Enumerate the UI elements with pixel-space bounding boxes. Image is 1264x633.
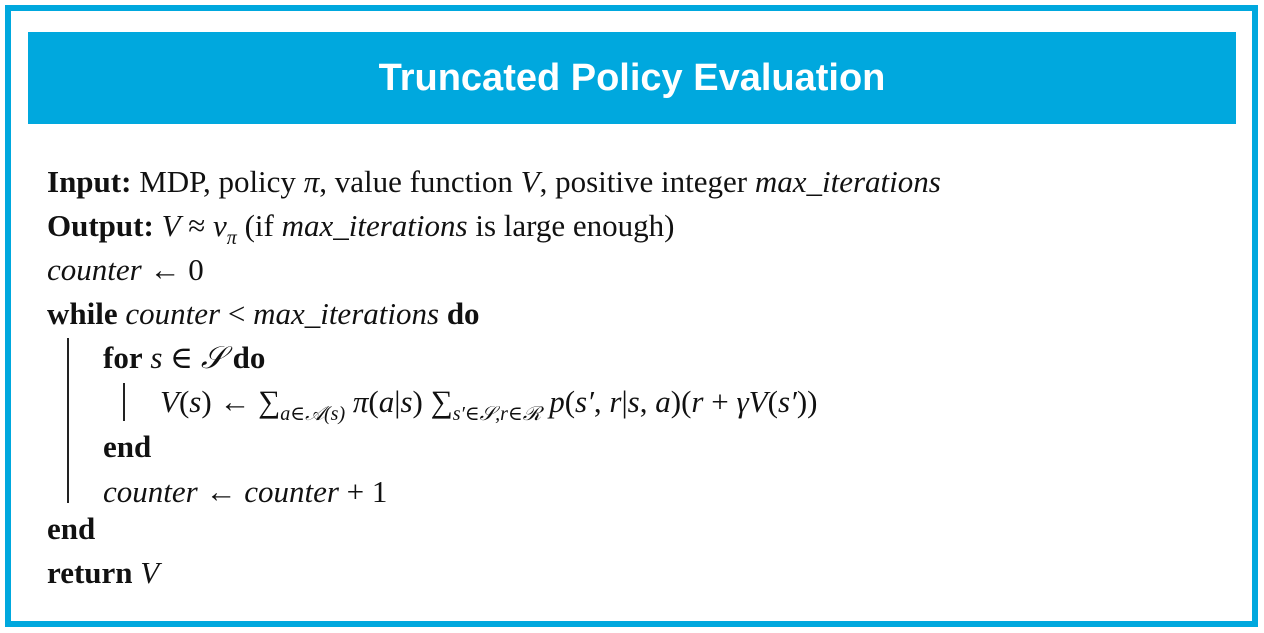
line-segment: ← 0	[141, 252, 204, 287]
line-segment: |	[394, 384, 401, 419]
for-block-bar	[123, 383, 125, 421]
line-segment: v	[213, 208, 227, 243]
algorithm-line: while counter < max_iterations do	[47, 298, 480, 329]
line-segment: ) ∑	[412, 384, 453, 419]
line-segment: counter	[47, 252, 142, 287]
line-segment: a	[378, 384, 395, 419]
line-segment: +	[703, 384, 737, 419]
line-segment: ∈	[162, 340, 201, 375]
line-segment: π	[303, 164, 320, 199]
line-segment: (if	[236, 208, 282, 243]
line-segment: is large enough)	[467, 208, 675, 243]
line-segment: (	[178, 384, 190, 419]
line-segment: r	[609, 384, 622, 419]
line-segment: π	[345, 384, 369, 419]
algorithm-line: Output: V ≈ vπ (if max_iterations is lar…	[47, 210, 674, 248]
line-segment: r	[691, 384, 704, 419]
line-segment: p	[541, 384, 565, 419]
line-segment: s	[627, 384, 640, 419]
line-segment: a∈𝒜(s)	[280, 403, 346, 425]
line-segment: max_iterations	[253, 296, 440, 331]
line-segment: (	[368, 384, 379, 419]
while-block-bar	[67, 338, 69, 503]
line-segment: s	[142, 340, 163, 375]
line-segment: ≈	[180, 208, 214, 243]
line-segment: while	[47, 296, 118, 331]
line-segment: ,	[593, 384, 610, 419]
line-segment: s	[189, 384, 202, 419]
line-segment: end	[47, 511, 96, 546]
line-segment: ) ← ∑	[201, 384, 281, 419]
algorithm-line: end	[47, 513, 95, 544]
line-segment: Input:	[47, 164, 132, 199]
line-segment: V	[520, 164, 540, 199]
line-segment: s	[400, 384, 413, 419]
line-segment: (	[767, 384, 778, 419]
line-segment: return	[47, 555, 133, 590]
algorithm-line: for s ∈ 𝒮 do	[103, 342, 265, 373]
algorithm-line: end	[103, 431, 151, 462]
line-segment: max_iterations	[754, 164, 941, 199]
line-segment: |	[621, 384, 628, 419]
line-segment: counter	[103, 474, 198, 509]
line-segment: max_iterations	[281, 208, 468, 243]
line-segment: V	[160, 384, 179, 419]
line-segment: ))	[796, 384, 818, 419]
line-segment: counter	[244, 474, 339, 509]
line-segment: V	[132, 555, 160, 590]
line-segment: s′	[575, 384, 594, 419]
algorithm-title: Truncated Policy Evaluation	[378, 56, 886, 99]
line-segment: counter	[117, 296, 221, 331]
line-segment: + 1	[338, 474, 388, 509]
line-segment: V	[153, 208, 181, 243]
line-segment: , positive integer	[539, 164, 755, 199]
line-segment: do	[224, 340, 266, 375]
algorithm-line: counter ← 0	[47, 254, 204, 285]
line-segment: π	[226, 227, 237, 249]
line-segment: <	[220, 296, 254, 331]
algorithm-line: return V	[47, 557, 159, 588]
line-segment: , value function	[319, 164, 521, 199]
line-segment: ←	[197, 474, 245, 509]
line-segment: MDP, policy	[131, 164, 304, 199]
line-segment: 𝒮	[200, 340, 225, 375]
line-segment: (	[564, 384, 576, 419]
line-segment: s′	[777, 384, 797, 419]
line-segment: γV	[736, 384, 768, 419]
line-segment: for	[103, 340, 143, 375]
line-segment: )(	[670, 384, 692, 419]
line-segment: ,	[639, 384, 656, 419]
line-segment: s′∈𝒮,r∈ℛ	[452, 403, 542, 425]
line-segment: end	[103, 429, 152, 464]
algorithm-line: counter ← counter + 1	[103, 476, 387, 507]
algorithm-line: Input: MDP, policy π, value function V, …	[47, 166, 941, 197]
title-bar: Truncated Policy Evaluation	[28, 32, 1236, 124]
algorithm-line: V(s) ← ∑a∈𝒜(s) π(a|s) ∑s′∈𝒮,r∈ℛ p(s′, r|…	[160, 386, 817, 424]
line-segment: a	[655, 384, 671, 419]
line-segment: do	[439, 296, 480, 331]
line-segment: Output:	[47, 208, 154, 243]
